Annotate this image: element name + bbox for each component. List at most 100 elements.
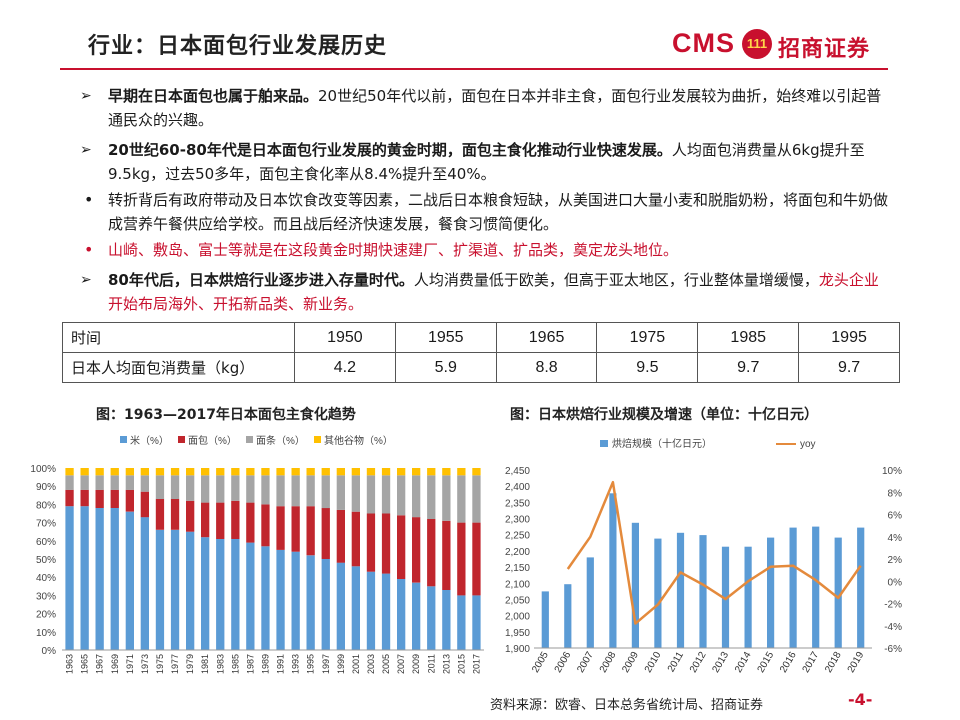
company-logo: CMS 111 招商证券 bbox=[672, 26, 882, 62]
bar-segment bbox=[306, 468, 315, 476]
table-row: 时间 1950 1955 1965 1975 1985 1995 bbox=[62, 322, 900, 353]
bar-segment bbox=[457, 595, 466, 650]
x-tick-label: 2007 bbox=[396, 654, 406, 674]
legend-swatch bbox=[600, 440, 608, 447]
bar-segment bbox=[155, 468, 165, 476]
bar-segment bbox=[321, 468, 330, 476]
bar-segment bbox=[442, 520, 451, 590]
x-tick-label: 1977 bbox=[170, 654, 180, 674]
bar-segment bbox=[140, 491, 149, 518]
y-tick-label-right: -2% bbox=[884, 600, 902, 611]
bar bbox=[812, 526, 820, 648]
bar-segment bbox=[261, 468, 270, 476]
bar-segment bbox=[351, 511, 360, 567]
bar-segment bbox=[351, 566, 360, 650]
bar bbox=[767, 537, 775, 648]
table-row-header: 时间 bbox=[62, 322, 295, 353]
bar-segment bbox=[457, 522, 466, 596]
chart-title-staple: 图：1963—2017年日本面包主食化趋势 bbox=[96, 407, 356, 423]
bar-segment bbox=[397, 579, 406, 650]
bar bbox=[564, 584, 572, 648]
bar-segment bbox=[381, 573, 391, 650]
y-tick-label-right: 2% bbox=[888, 555, 903, 566]
bar-segment bbox=[95, 489, 104, 508]
bar-segment bbox=[110, 489, 119, 508]
x-tick-label: 2010 bbox=[643, 650, 664, 675]
legend-label: 面包（%） bbox=[188, 434, 237, 447]
bullet-bold-text: 20世纪60-80年代是日本面包行业发展的黄金时期，面包主食化推动行业快速发展。 bbox=[108, 141, 672, 159]
x-tick-label: 2019 bbox=[846, 650, 867, 675]
x-tick-label: 2006 bbox=[553, 650, 574, 675]
y-tick-label-right: 4% bbox=[888, 533, 903, 544]
bar-segment bbox=[170, 498, 180, 530]
bullet-item: ➢ 20世纪60-80年代是日本面包行业发展的黄金时期，面包主食化推动行业快速发… bbox=[78, 138, 888, 186]
bar-segment bbox=[291, 506, 300, 552]
bar-segment bbox=[246, 502, 255, 543]
table-cell: 5.9 bbox=[394, 352, 497, 383]
y-tick-label-left: 2,150 bbox=[505, 563, 530, 574]
x-tick-label: 2011 bbox=[666, 650, 686, 675]
y-tick-label-left: 2,000 bbox=[505, 612, 530, 623]
x-tick-label: 2014 bbox=[733, 650, 754, 675]
bar-segment bbox=[306, 506, 315, 556]
bar-segment bbox=[276, 549, 285, 650]
bar-segment bbox=[321, 508, 330, 559]
y-tick-label-left: 2,050 bbox=[505, 595, 530, 606]
bar-segment bbox=[80, 489, 89, 507]
bar-segment bbox=[80, 506, 89, 650]
bar-segment bbox=[412, 468, 421, 476]
logo-badge-icon: 111 bbox=[742, 29, 772, 59]
table-cell: 1985 bbox=[697, 322, 800, 353]
bar-segment bbox=[216, 475, 225, 503]
staple-trend-chart: 米（%） 面包（%） 面条（%） 其他谷物（%） 0% 10% 20% 30% 40% 50% 60… bbox=[30, 434, 484, 674]
x-tick-label: 1973 bbox=[140, 654, 150, 674]
bar-segment bbox=[457, 468, 466, 476]
x-tick-label: 1971 bbox=[125, 654, 135, 674]
x-tick-label: 1963 bbox=[65, 654, 75, 674]
dot-bullet-icon: • bbox=[84, 240, 94, 259]
y-tick-label: 100% bbox=[30, 464, 56, 475]
bar-segment bbox=[201, 468, 210, 476]
bar-segment bbox=[472, 475, 481, 523]
table-cell: 9.7 bbox=[697, 352, 800, 383]
y-tick-label: 40% bbox=[36, 573, 56, 584]
y-tick-label: 0% bbox=[42, 646, 57, 657]
bar-segment bbox=[336, 562, 345, 650]
bar-segment bbox=[246, 475, 255, 503]
bar-segment bbox=[427, 519, 436, 587]
table-cell: 1975 bbox=[596, 322, 699, 353]
bar-segment bbox=[246, 468, 255, 476]
legend-label: yoy bbox=[800, 439, 816, 450]
bar-segment bbox=[412, 517, 421, 583]
bullet-red-text: 龙头企业开始布局海外、开拓新品类、新业务。 bbox=[108, 271, 879, 313]
x-tick-label: 1999 bbox=[336, 654, 346, 674]
bar-segment bbox=[186, 500, 195, 532]
bullet-item: ➢ 早期在日本面包也属于舶来品。20世纪50年代以前，面包在日本并非主食，面包行… bbox=[78, 84, 888, 132]
x-tick-label: 1979 bbox=[185, 654, 195, 674]
bar-segment bbox=[276, 468, 285, 476]
bar-segment bbox=[427, 475, 436, 519]
bar bbox=[789, 527, 797, 648]
bullet-item: • 转折背后有政府带动及日本饮食改变等因素，二战后日本粮食短缺，从美国进口大量小… bbox=[78, 188, 888, 236]
bar-segment bbox=[381, 475, 391, 514]
chart-title-bakery: 图：日本烘焙行业规模及增速（单位：十亿日元） bbox=[510, 407, 818, 423]
bullet-text: 人均面包消费量从6kg提升至9.5kg，过去50多年，面包主食化率从8.4%提升… bbox=[108, 141, 865, 183]
bar-segment bbox=[125, 489, 134, 512]
bar bbox=[744, 546, 752, 648]
x-tick-label: 1989 bbox=[260, 654, 270, 674]
x-tick-label: 2005 bbox=[381, 654, 391, 674]
bar-segment bbox=[336, 468, 345, 476]
x-tick-label: 2012 bbox=[688, 650, 709, 675]
bullet-bold-text: 80年代后，日本烘焙行业逐步进入存量时代。 bbox=[108, 271, 414, 289]
logo-chinese-text: 招商证券 bbox=[778, 37, 871, 62]
x-tick-label: 2013 bbox=[710, 650, 731, 675]
bar-segment bbox=[442, 475, 451, 521]
dot-bullet-icon: • bbox=[84, 190, 94, 209]
y-tick-label: 70% bbox=[36, 519, 56, 530]
arrow-bullet-icon: ➢ bbox=[80, 142, 92, 158]
bar-segment bbox=[95, 468, 104, 476]
bullet-text: 转折背后有政府带动及日本饮食改变等因素，二战后日本粮食短缺，从美国进口大量小麦和… bbox=[108, 191, 889, 233]
x-tick-label: 2015 bbox=[456, 654, 466, 674]
bar-segment bbox=[366, 475, 376, 514]
table-cell: 9.7 bbox=[798, 352, 900, 383]
